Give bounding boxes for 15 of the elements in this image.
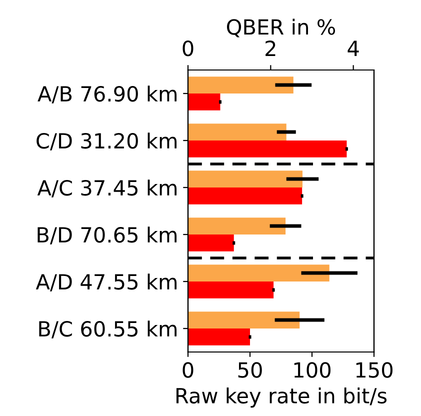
- x-tick-label: 150: [356, 362, 392, 378]
- x-tick-label: 0: [182, 362, 194, 378]
- x-tick-label: 50: [238, 362, 262, 378]
- y-tick-label: B/C 60.55 km: [39, 320, 177, 338]
- y-tick-label: B/D 70.65 km: [38, 226, 177, 244]
- x-axis-title: Raw key rate in bit/s: [176, 387, 387, 408]
- x2-tick-label: 2: [266, 40, 276, 56]
- x-tick-label: 100: [294, 362, 330, 378]
- x2-axis-title: QBER in %: [226, 18, 336, 38]
- y-tick-label: C/D 31.20 km: [36, 132, 177, 150]
- y-tick-label: A/C 37.45 km: [37, 180, 177, 198]
- x2-tick-label: 0: [182, 40, 194, 56]
- y-tick-label: A/D 47.55 km: [36, 274, 177, 292]
- x2-tick-label: 4: [348, 40, 359, 56]
- y-tick-label: A/B 76.90 km: [38, 86, 177, 104]
